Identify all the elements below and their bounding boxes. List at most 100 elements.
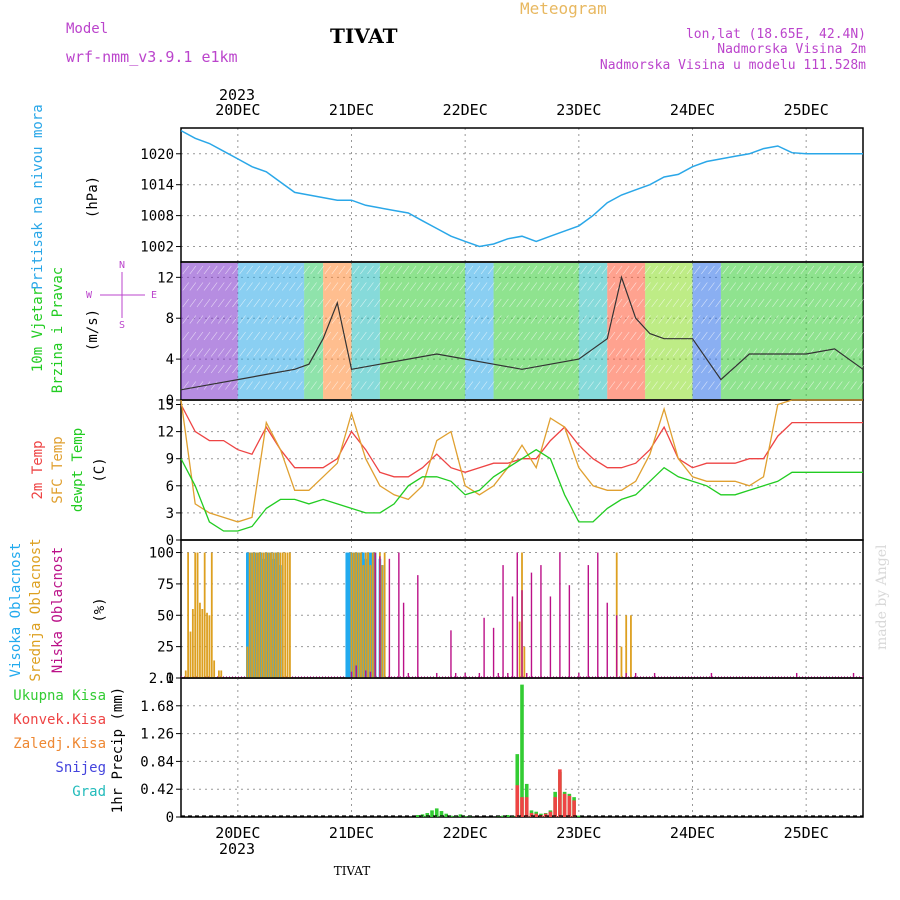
wind-barb xyxy=(246,331,253,341)
wind-barb xyxy=(608,348,616,357)
wind-barb xyxy=(303,282,310,291)
wind-barb xyxy=(672,364,680,374)
lonlat-label: lon,lat (18.65E, 42.4N) xyxy=(686,27,866,42)
wind-barb xyxy=(665,315,673,324)
wind-barb-band xyxy=(578,263,608,399)
wind-barb xyxy=(274,265,282,275)
wind-barb xyxy=(615,298,623,308)
wind-barb xyxy=(772,282,779,291)
wind-barb xyxy=(857,381,864,390)
wind-barb xyxy=(274,282,282,291)
wind-barb xyxy=(416,364,424,374)
wind-barb xyxy=(587,282,594,291)
wind-barb xyxy=(821,381,829,390)
wind-barb xyxy=(274,315,282,324)
wind-barb xyxy=(189,331,197,341)
wind-barb-band xyxy=(465,263,494,399)
wind-barb-band xyxy=(237,263,305,399)
panel-frame xyxy=(180,399,864,541)
wind-barb xyxy=(580,298,587,308)
wind-barb xyxy=(672,315,680,324)
wind-barb xyxy=(253,298,261,308)
wind-barb xyxy=(836,265,843,275)
wind-barb xyxy=(480,298,488,308)
wind-barb xyxy=(459,364,467,374)
wind-barb xyxy=(509,364,516,374)
wind-barb xyxy=(601,282,609,291)
wind-barb xyxy=(651,381,658,390)
wind-barb xyxy=(821,298,829,308)
wind-barb xyxy=(722,364,729,374)
watermark: made by Angel xyxy=(874,544,890,650)
wind-barb xyxy=(637,298,644,308)
wind-barb-band xyxy=(323,263,352,399)
wind-barb xyxy=(786,282,793,291)
wind-barb xyxy=(281,381,289,390)
wind-barb xyxy=(580,348,587,357)
wind-barb xyxy=(424,364,431,374)
wind-barb xyxy=(750,364,758,374)
wind-barb xyxy=(750,298,758,308)
mid-cloud-bar xyxy=(272,552,275,678)
compass-e: E xyxy=(151,290,157,301)
cloud-panel: 0 25 50 75 100 xyxy=(149,539,864,687)
wind-barb xyxy=(281,315,289,324)
wind-barb xyxy=(225,348,232,357)
wind-barb xyxy=(651,298,658,308)
wind-barb xyxy=(182,282,189,291)
wind-barb xyxy=(459,315,467,324)
compass-n: N xyxy=(119,260,125,271)
wind-barb xyxy=(239,381,246,390)
wind-barb xyxy=(622,282,630,291)
wind-barb xyxy=(765,381,772,390)
wind-barb xyxy=(409,265,417,275)
wind-barb xyxy=(232,364,239,374)
wind-barb xyxy=(232,331,239,341)
wind-barb xyxy=(239,348,246,357)
wind-barb xyxy=(559,315,566,324)
wind-barb xyxy=(360,282,367,291)
wind-barb xyxy=(246,381,253,390)
top-day-label: 23DEC xyxy=(556,101,601,119)
wind-barb xyxy=(615,348,623,357)
wind-barb xyxy=(843,298,850,308)
wind-barb xyxy=(367,364,374,374)
wind-barb-band xyxy=(351,263,380,399)
wind-barb xyxy=(765,348,772,357)
wind-barb xyxy=(495,298,502,308)
wind-barb xyxy=(459,282,467,291)
wind-barb xyxy=(267,265,275,275)
wind-barb xyxy=(438,364,445,374)
wind-barb xyxy=(779,381,786,390)
wind-barb xyxy=(253,348,261,357)
wind-barb xyxy=(551,348,559,357)
mid-cloud-bar xyxy=(383,552,386,678)
wind-panel: 0 4 8 12 xyxy=(157,261,864,409)
wind-barb xyxy=(289,348,296,357)
wind-barb xyxy=(530,315,538,324)
wind-barb xyxy=(196,331,204,341)
wind-compass: N W E S xyxy=(86,260,157,331)
y-tick-label: 0 xyxy=(166,393,174,409)
wind-barb xyxy=(601,265,609,275)
wind-barb xyxy=(622,364,630,374)
wind-barb xyxy=(793,265,800,275)
wind-barb xyxy=(253,265,261,275)
wind-barb xyxy=(487,298,495,308)
wind-barb xyxy=(843,331,850,341)
wind-barb xyxy=(317,381,324,390)
low-cloud-bar xyxy=(492,627,495,678)
wind-barb xyxy=(665,282,673,291)
wind-barb xyxy=(651,331,658,341)
wind-barb xyxy=(487,282,495,291)
cloud-ylabel-high: Visoka Oblacnost xyxy=(8,543,24,678)
low-cloud-bar xyxy=(511,596,514,678)
mid-cloud-bar xyxy=(274,552,277,678)
wind-barb xyxy=(559,298,566,308)
wind-barb xyxy=(324,348,332,357)
wind-barb xyxy=(239,265,246,275)
wind-barb xyxy=(779,282,786,291)
mid-cloud-bar xyxy=(262,552,265,678)
wind-barb xyxy=(452,315,459,324)
wind-barb xyxy=(850,298,857,308)
